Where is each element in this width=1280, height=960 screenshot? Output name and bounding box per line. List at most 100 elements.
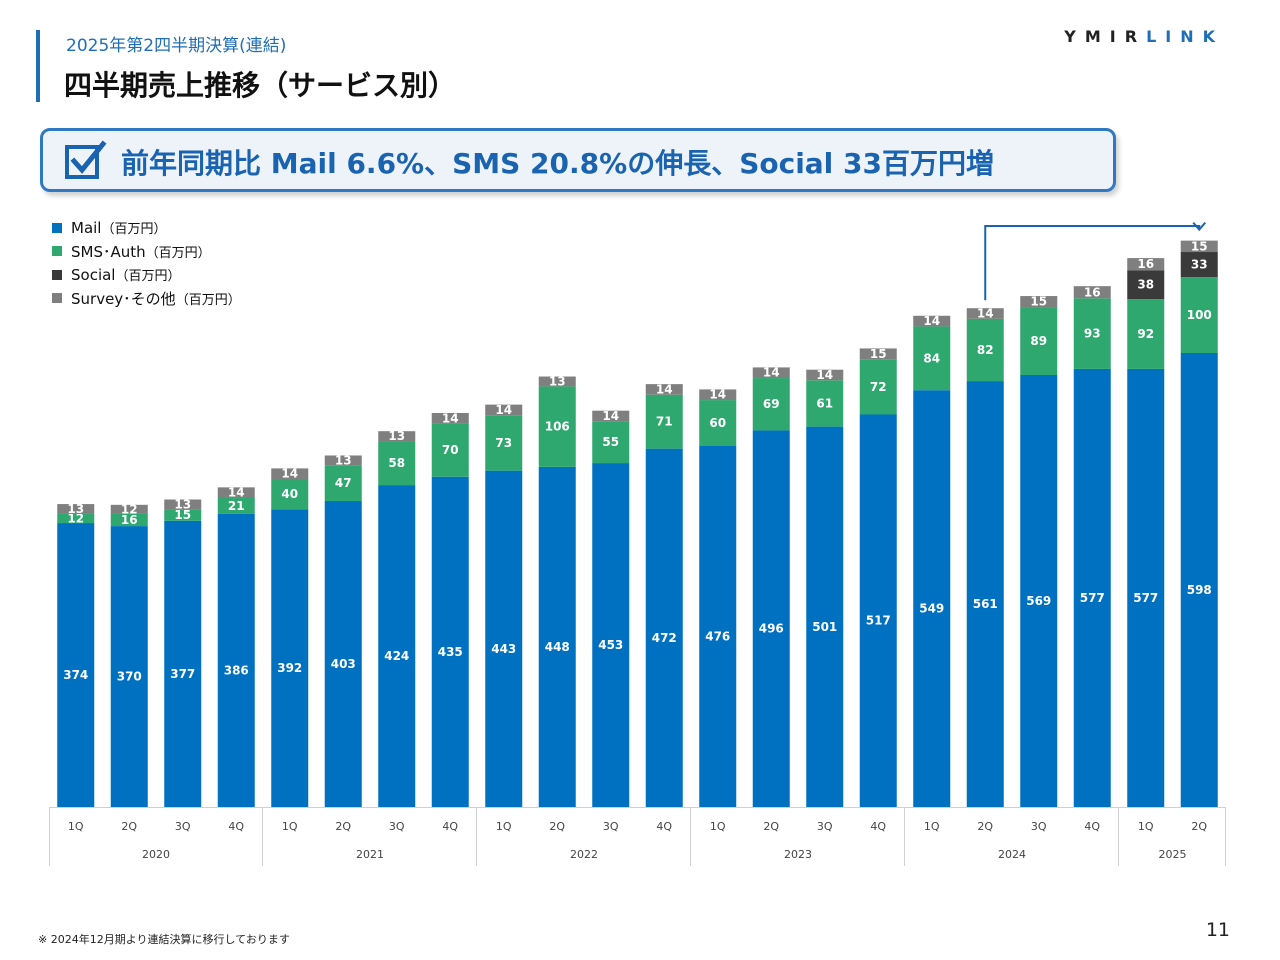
bar-segment-sms-auth (645, 394, 683, 449)
bar-segment-mail (324, 501, 362, 807)
bar-segment-mail (110, 526, 148, 807)
data-label-survey: 14 (228, 486, 245, 500)
bar-segment-sms-auth (378, 441, 416, 486)
bar-segment-mail (378, 485, 416, 807)
comparison-arrow-head (1192, 221, 1207, 232)
bar-segment-survey (164, 499, 202, 510)
bar-segment-survey (645, 384, 683, 395)
legend-swatch-mail (52, 222, 62, 233)
data-label-sms-auth: 40 (281, 487, 298, 501)
data-label-mail: 424 (384, 649, 409, 663)
legend-unit-sms: （百万円） (145, 245, 211, 261)
data-label-sms-auth: 60 (709, 416, 726, 430)
legend-swatch-social (52, 269, 62, 280)
data-label-survey: 15 (1030, 295, 1047, 309)
bar-segment-mail (485, 470, 523, 807)
data-label-mail: 377 (170, 667, 195, 681)
data-label-sms-auth: 71 (656, 415, 673, 429)
x-tick-label: 2Q (121, 820, 137, 833)
legend-label-social: Social (71, 266, 116, 285)
x-group-label: 2022 (570, 848, 598, 861)
bar-segment-survey (57, 504, 95, 514)
legend-label-sms: SMS･Auth (71, 242, 146, 261)
slide-subtitle: 2025年第2四半期決算(連結) (66, 36, 287, 56)
chart-legend: Mail（百万円） SMS･Auth（百万円） Social（百万円） Surv… (52, 216, 241, 310)
bar-segment-mail (806, 426, 844, 807)
bar-segment-sms-auth (431, 423, 469, 477)
data-label-survey: 14 (923, 314, 940, 328)
data-label-survey: 15 (870, 347, 887, 361)
bar-segment-survey (217, 487, 255, 499)
legend-label-mail: Mail (71, 219, 102, 238)
x-tick-label: 1Q (496, 820, 512, 833)
bar-segment-sms-auth (1180, 277, 1218, 353)
data-label-survey: 13 (174, 497, 191, 511)
highlight-banner: 前年同期比 Mail 6.6%、SMS 20.8%の伸長、Social 33百万… (40, 128, 1116, 192)
data-label-survey: 13 (335, 453, 352, 467)
x-tick-label: 4Q (656, 820, 672, 833)
x-tick-label: 4Q (1084, 820, 1100, 833)
data-label-survey: 14 (816, 368, 833, 382)
bar-segment-sms-auth (913, 326, 951, 391)
data-label-sms-auth: 58 (388, 456, 405, 470)
bar-segment-survey (1180, 240, 1218, 253)
x-group-label: 2021 (356, 848, 384, 861)
x-tick-label: 1Q (282, 820, 298, 833)
bar-segment-mail (271, 509, 309, 807)
x-tick-label: 3Q (817, 820, 833, 833)
x-tick-label: 2Q (335, 820, 351, 833)
bar-segment-survey (485, 404, 523, 416)
bar-segment-sms-auth (110, 513, 148, 527)
data-label-social: 38 (1137, 278, 1154, 292)
bar-segment-sms-auth (752, 378, 790, 431)
bar-segment-mail (966, 381, 1004, 807)
data-label-mail: 577 (1133, 591, 1158, 605)
x-tick-label: 3Q (1031, 820, 1047, 833)
data-label-sms-auth: 100 (1187, 308, 1212, 322)
bar-segment-survey (913, 315, 951, 327)
bar-segment-mail (1127, 368, 1165, 807)
data-label-mail: 517 (866, 614, 891, 628)
bar-segment-sms-auth (324, 465, 362, 502)
bar-segment-sms-auth (538, 386, 576, 467)
data-label-sms-auth: 72 (870, 380, 887, 394)
bar-segment-sms-auth (1020, 307, 1058, 376)
x-group-label: 2024 (998, 848, 1026, 861)
bar-segment-mail (217, 513, 255, 807)
data-label-survey: 12 (121, 502, 138, 516)
bar-segment-survey (592, 410, 630, 422)
bar-segment-survey (752, 367, 790, 379)
bar-segment-sms-auth (57, 513, 95, 524)
bar-segment-mail (1020, 375, 1058, 807)
x-tick-label: 2Q (549, 820, 565, 833)
bar-segment-survey (806, 369, 844, 381)
data-label-mail: 476 (705, 629, 730, 643)
data-label-mail: 403 (331, 657, 356, 671)
data-label-mail: 443 (491, 642, 516, 656)
bar-segment-mail (1073, 368, 1111, 807)
bar-segment-survey (378, 431, 416, 442)
legend-swatch-survey (52, 293, 62, 304)
x-group-label: 2023 (784, 848, 812, 861)
data-label-mail: 501 (812, 620, 837, 634)
bar-segment-sms-auth (217, 498, 255, 514)
data-label-sms-auth: 106 (545, 420, 570, 434)
logo-text-link: LINK (1146, 27, 1224, 46)
data-label-social: 33 (1191, 258, 1208, 272)
x-tick-label: 2Q (1191, 820, 1207, 833)
bar-segment-sms-auth (699, 400, 737, 446)
title-accent-bar (36, 30, 40, 102)
bar-segment-survey (538, 376, 576, 387)
x-tick-label: 3Q (389, 820, 405, 833)
bar-segment-sms-auth (271, 479, 309, 510)
footnote: ※ 2024年12月期より連結決算に移行しております (38, 933, 290, 946)
banner-text: 前年同期比 Mail 6.6%、SMS 20.8%の伸長、Social 33百万… (121, 147, 994, 180)
data-label-survey: 15 (1191, 239, 1208, 253)
x-tick-label: 1Q (68, 820, 84, 833)
data-label-mail: 374 (63, 668, 88, 682)
bar-segment-mail (752, 430, 790, 807)
bar-segment-survey (1073, 286, 1111, 299)
legend-label-survey: Survey･その他 (71, 289, 176, 308)
data-label-survey: 13 (549, 374, 566, 388)
